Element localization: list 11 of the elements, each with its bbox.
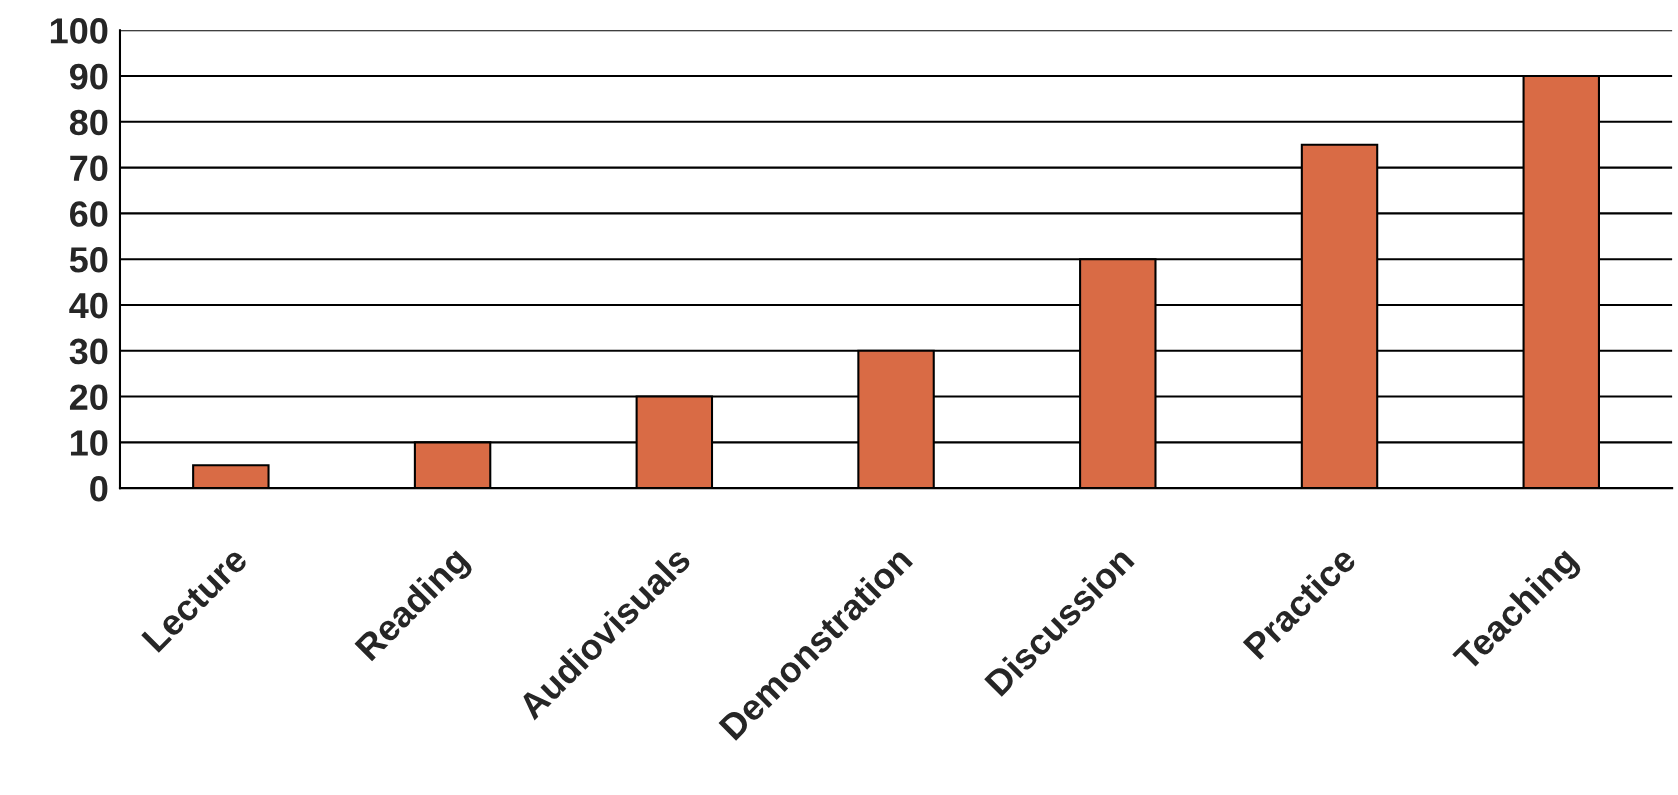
y-tick-label: 100 (50, 18, 108, 44)
y-tick-label: 90 (69, 63, 108, 90)
y-tick-label: 80 (69, 109, 108, 136)
y-tick-label: 50 (69, 247, 108, 273)
y-tick-label: 30 (69, 338, 108, 365)
y-tick-label: 0 (90, 476, 108, 502)
y-tick-label: 70 (70, 155, 108, 182)
y-tick-label: 20 (69, 384, 108, 410)
y-tick-label: 60 (70, 201, 108, 227)
y-tick-label: 40 (69, 292, 108, 319)
y-tick-label: 10 (70, 430, 108, 456)
